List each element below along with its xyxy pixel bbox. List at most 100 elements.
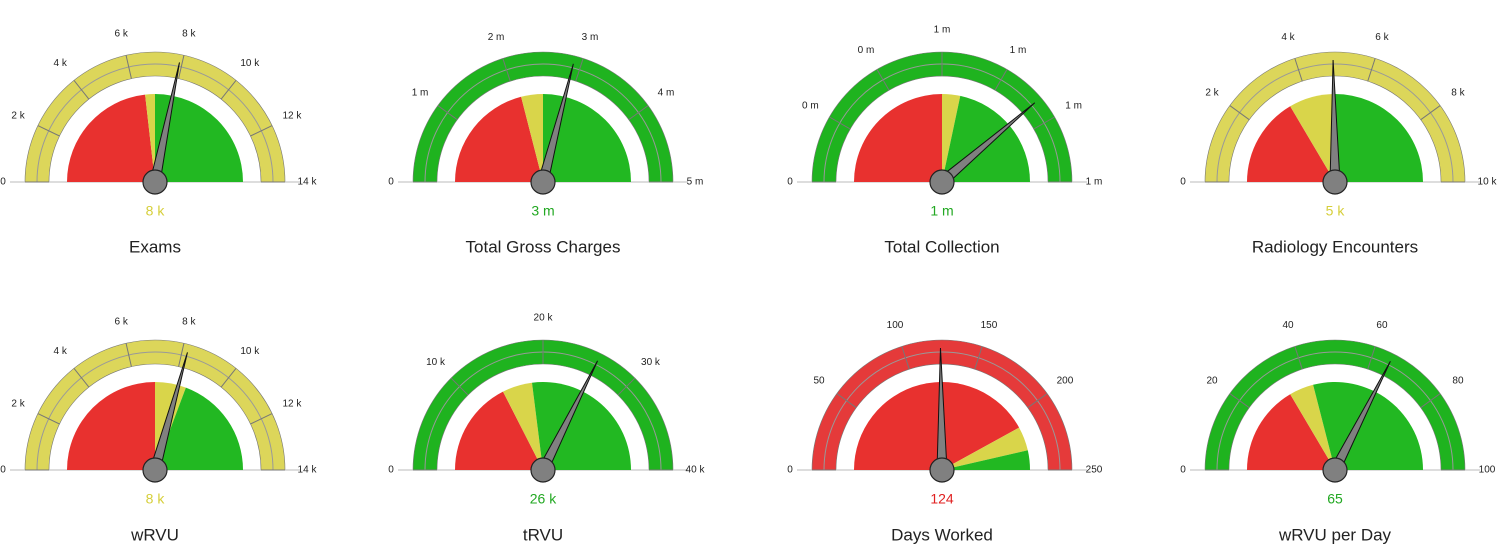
tick-label: 200 <box>1057 375 1074 386</box>
tick-label: 0 <box>0 465 6 476</box>
tick-mark <box>575 58 584 82</box>
tick-mark <box>178 343 185 367</box>
tick-label: 100 <box>1479 465 1496 476</box>
tick-label: 150 <box>981 320 998 331</box>
tick-label: 5 m <box>687 177 704 188</box>
tick-label: 1 m <box>412 87 429 98</box>
zone-sector <box>854 94 942 182</box>
zone-sector <box>942 93 961 182</box>
tick-mark <box>250 413 273 425</box>
tick-mark <box>37 413 60 425</box>
tick-mark <box>1367 58 1376 82</box>
zone-sector <box>1247 394 1335 470</box>
zone-sector <box>145 94 155 182</box>
tick-label: 10 k <box>240 58 260 69</box>
tick-label: 20 k <box>534 313 554 324</box>
tick-label: 4 k <box>54 346 68 357</box>
value-label: 8 k <box>146 491 166 507</box>
tick-label: 0 <box>0 177 6 188</box>
tick-label: 8 k <box>182 316 196 327</box>
value-label: 26 k <box>530 491 557 507</box>
value-label: 8 k <box>146 203 166 219</box>
zone-sector <box>67 94 155 182</box>
tick-mark <box>1229 393 1250 409</box>
gauge-title: wRVU <box>130 525 179 544</box>
needle-hub <box>142 169 168 195</box>
needle-hub <box>1322 169 1348 195</box>
zone-sector <box>155 94 243 182</box>
tick-mark <box>502 58 511 82</box>
tick-mark <box>836 393 857 409</box>
tick-label: 0 m <box>858 45 875 56</box>
tick-label: 1 m <box>1065 101 1082 112</box>
needle-hub <box>929 457 955 483</box>
zone-sector <box>455 96 543 182</box>
gauge-title: Days Worked <box>891 525 993 544</box>
zone-sector <box>455 391 543 470</box>
tick-mark <box>876 69 890 91</box>
tick-label: 10 k <box>240 346 260 357</box>
zone-sector <box>1290 94 1335 182</box>
tick-mark <box>974 346 983 370</box>
band-line <box>36 351 274 471</box>
tick-mark <box>628 105 649 121</box>
tick-mark <box>1294 58 1303 82</box>
tick-label: 4 m <box>658 87 675 98</box>
needle-hub <box>1322 457 1348 483</box>
tick-label: 6 k <box>1375 32 1389 43</box>
tick-label: 0 <box>388 177 394 188</box>
zone-sector <box>1290 384 1335 470</box>
tick-mark <box>617 377 636 396</box>
tick-label: 0 <box>1180 465 1186 476</box>
tick-label: 0 <box>787 177 793 188</box>
tick-mark <box>1420 105 1441 121</box>
tick-label: 40 <box>1282 320 1294 331</box>
tick-mark <box>901 346 910 370</box>
needle-hub <box>530 169 556 195</box>
tick-label: 12 k <box>282 399 302 410</box>
tick-label: 2 k <box>1205 87 1219 98</box>
band-line <box>36 63 274 183</box>
tick-mark <box>1027 393 1048 409</box>
tick-mark <box>829 116 851 130</box>
gauge-title: wRVU per Day <box>1278 525 1392 544</box>
tick-label: 4 k <box>54 58 68 69</box>
tick-mark <box>37 125 60 137</box>
tick-label: 14 k <box>298 177 318 188</box>
gauge-title: Exams <box>129 237 181 256</box>
tick-label: 20 <box>1206 375 1218 386</box>
tick-mark <box>450 377 469 396</box>
tick-mark <box>1033 116 1055 130</box>
tick-label: 0 <box>1180 177 1186 188</box>
tick-label: 0 <box>787 465 793 476</box>
tick-label: 2 k <box>11 111 25 122</box>
tick-label: 250 <box>1086 465 1103 476</box>
tick-label: 12 k <box>282 111 302 122</box>
zone-sector <box>1313 382 1423 470</box>
value-label: 124 <box>930 491 954 507</box>
tick-mark <box>1367 346 1376 370</box>
value-label: 65 <box>1327 491 1343 507</box>
band-line <box>424 63 662 183</box>
value-label: 5 k <box>1326 203 1346 219</box>
tick-label: 8 k <box>182 28 196 39</box>
tick-mark <box>1420 393 1441 409</box>
tick-mark <box>73 80 90 100</box>
tick-mark <box>125 343 132 367</box>
zone-sector <box>543 94 631 182</box>
tick-mark <box>125 55 132 79</box>
tick-label: 40 k <box>686 465 706 476</box>
zone-sector <box>942 427 1028 470</box>
tick-mark <box>178 55 185 79</box>
needle-hub <box>530 457 556 483</box>
gauge-title: tRVU <box>523 525 563 544</box>
tick-label: 30 k <box>641 357 661 368</box>
tick-label: 2 m <box>488 32 505 43</box>
band-line <box>823 351 1061 471</box>
tick-mark <box>1229 105 1250 121</box>
tick-label: 60 <box>1376 320 1388 331</box>
tick-mark <box>1294 346 1303 370</box>
tick-label: 3 m <box>582 32 599 43</box>
